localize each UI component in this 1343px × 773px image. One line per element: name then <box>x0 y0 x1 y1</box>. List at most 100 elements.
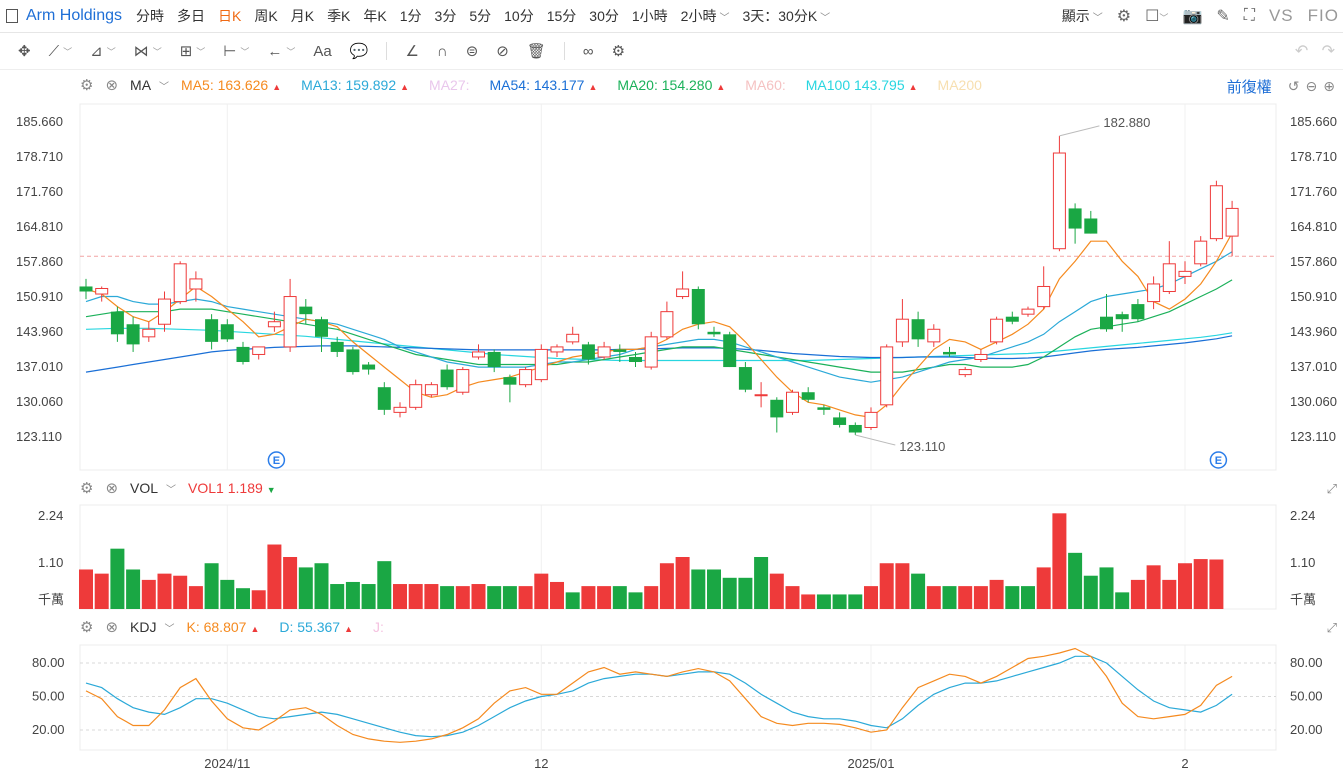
reset-icon[interactable]: ↺ <box>1287 78 1300 94</box>
chevron-down-icon[interactable]: ﹀ <box>164 623 175 635</box>
volume-bar <box>895 563 910 609</box>
timeframe-3[interactable]: 周K <box>254 8 278 24</box>
timeframe-6[interactable]: 年K <box>363 8 387 24</box>
volume-bar <box>785 586 800 609</box>
settings-gear-icon[interactable]: ⚙ <box>1116 8 1132 25</box>
candle-body <box>927 328 941 343</box>
zoom-in-icon[interactable]: ⊕ <box>1323 78 1335 94</box>
comment-icon[interactable]: 💬 <box>349 43 369 60</box>
kdj-tick-left: 50.00 <box>32 689 65 704</box>
timeframe-7[interactable]: 1分 <box>399 8 422 24</box>
trash-icon[interactable]: 🗑 <box>526 43 546 60</box>
kdj-legend-item-0[interactable]: K: 68.807 ▲ <box>186 619 259 635</box>
measure-tool-icon[interactable]: ⊢ ﹀ <box>223 43 250 60</box>
sidebar-toggle-icon[interactable] <box>6 9 18 23</box>
ma54-line <box>85 335 1233 373</box>
compare-vs-button[interactable]: VS <box>1268 6 1294 25</box>
ma-legend-item-6[interactable]: MA100 143.795 ▲ <box>806 77 918 93</box>
kdj-legend-item-2[interactable]: J: <box>373 619 384 635</box>
timeframe-9[interactable]: 5分 <box>469 8 492 24</box>
ma-legend-item-2[interactable]: MA27: <box>429 77 469 93</box>
kdj-expand-icon[interactable]: ⤢ <box>1326 620 1337 635</box>
volume-bar <box>628 592 643 609</box>
vol-indicator-name[interactable]: VOL <box>130 480 159 496</box>
timeframe-0[interactable]: 分時 <box>136 8 165 24</box>
ma-legend-value: 159.892 <box>341 77 397 93</box>
ruler-icon[interactable]: ∠ <box>405 43 419 60</box>
volume-tick-left: 1.10 <box>38 555 63 570</box>
ma-legend-label: MA54: <box>489 77 530 93</box>
vol-settings-gear-icon[interactable]: ⚙ <box>80 480 94 497</box>
volume-bar <box>345 581 360 609</box>
candle-body <box>738 367 752 390</box>
ma-legend-item-3[interactable]: MA54: 143.177 ▲ <box>490 77 598 93</box>
timeframe-11[interactable]: 15分 <box>546 8 577 24</box>
volume-bar <box>314 563 329 609</box>
arrow-tool-icon[interactable]: ← ﹀ <box>267 42 296 60</box>
channel-tool-icon[interactable]: ⊿ ﹀ <box>90 43 116 60</box>
ma-legend-item-4[interactable]: MA20: 154.280 ▲ <box>617 77 725 93</box>
fib-tool-icon[interactable]: ⊞ ﹀ <box>179 43 206 60</box>
vol-close-icon[interactable]: ⊗ <box>105 480 119 497</box>
volume-bar <box>722 577 737 609</box>
volume-bar <box>1193 559 1208 609</box>
chart-style-icon[interactable]: ☐﹀ <box>1145 8 1169 25</box>
timeframe-2[interactable]: 日K <box>218 8 242 24</box>
ma-settings-gear-icon[interactable]: ⚙ <box>80 77 94 94</box>
timeframe-4[interactable]: 月K <box>290 8 315 24</box>
display-dropdown[interactable]: 顯示 ﹀ <box>1061 8 1103 24</box>
undo-redo-icon[interactable]: ↶ ↷ <box>1294 43 1335 60</box>
text-tool-icon[interactable]: Aa <box>313 42 332 60</box>
timeframe-2h-dropdown[interactable]: 2小時 ﹀ <box>680 8 730 24</box>
candle-body <box>1209 185 1223 240</box>
high-annotation-line <box>1059 125 1100 137</box>
lock-drawing-icon[interactable]: ⊜ <box>465 43 479 60</box>
candle-body <box>110 311 124 335</box>
move-icon[interactable]: ✥ <box>18 43 31 60</box>
timeframe-10[interactable]: 10分 <box>504 8 534 24</box>
price-adjust-dropdown[interactable]: 前復權 <box>1226 79 1272 96</box>
kdj-indicator-name[interactable]: KDJ <box>130 619 157 635</box>
timeframe-8[interactable]: 3分 <box>434 8 457 24</box>
ma-legend-item-1[interactable]: MA13: 159.892 ▲ <box>301 77 409 93</box>
timeframe-3d-dropdown[interactable]: 3天：30分K ﹀ <box>742 8 831 24</box>
fio-button[interactable]: FIO <box>1307 6 1339 25</box>
timeframe-5[interactable]: 季K <box>327 8 351 24</box>
ma-legend-item-7[interactable]: MA200 <box>938 77 982 93</box>
timeframe-12[interactable]: 30分 <box>589 8 619 24</box>
vol-expand-icon[interactable]: ⤢ <box>1326 481 1337 496</box>
camera-icon[interactable]: 📷 <box>1182 8 1203 25</box>
ma-indicator-name[interactable]: MA <box>130 77 152 93</box>
ma-close-icon[interactable]: ⊗ <box>105 77 119 94</box>
kdj-legend-item-1[interactable]: D: 55.367 ▲ <box>279 619 353 635</box>
candle-body <box>990 318 1004 343</box>
chevron-down-icon[interactable]: ﹀ <box>159 81 170 93</box>
candle-body <box>786 391 799 413</box>
ma-legend-item-5[interactable]: MA60: <box>745 77 785 93</box>
line-tool-icon[interactable]: ⟋ ﹀ <box>48 42 73 60</box>
magnet-icon[interactable]: ∩ <box>436 42 448 60</box>
kdj-legend-label: K: <box>186 619 200 635</box>
volume-bar <box>141 579 156 609</box>
hide-drawing-icon[interactable]: ⊘ <box>496 43 509 60</box>
pencil-icon[interactable]: ✎ <box>1216 8 1230 25</box>
zoom-out-icon[interactable]: ⊖ <box>1305 78 1318 94</box>
vol-legend-item-0[interactable]: VOL1 1.189 ▼ <box>188 480 276 496</box>
candle-body <box>629 356 642 363</box>
link-icon[interactable]: ∞ <box>582 42 594 60</box>
fullscreen-icon[interactable]: ⛶ <box>1243 7 1255 24</box>
chevron-down-icon[interactable]: ﹀ <box>166 484 177 496</box>
timeframe-13[interactable]: 1小時 <box>631 8 668 24</box>
price-tick-left: 185.660 <box>16 114 63 129</box>
kdj-settings-gear-icon[interactable]: ⚙ <box>80 619 94 636</box>
symbol-title[interactable]: Arm Holdings <box>26 7 123 24</box>
pattern-tool-icon[interactable]: ⋈ ﹀ <box>133 43 162 60</box>
price-tick-right: 130.060 <box>1290 394 1337 409</box>
ma-legend-item-0[interactable]: MA5: 163.626 ▲ <box>181 77 281 93</box>
timeframe-1[interactable]: 多日 <box>177 8 206 24</box>
kdj-close-icon[interactable]: ⊗ <box>105 619 119 636</box>
toolbar-gear-icon[interactable]: ⚙ <box>611 43 626 60</box>
volume-bar <box>220 579 235 609</box>
candle-body <box>1068 208 1082 229</box>
